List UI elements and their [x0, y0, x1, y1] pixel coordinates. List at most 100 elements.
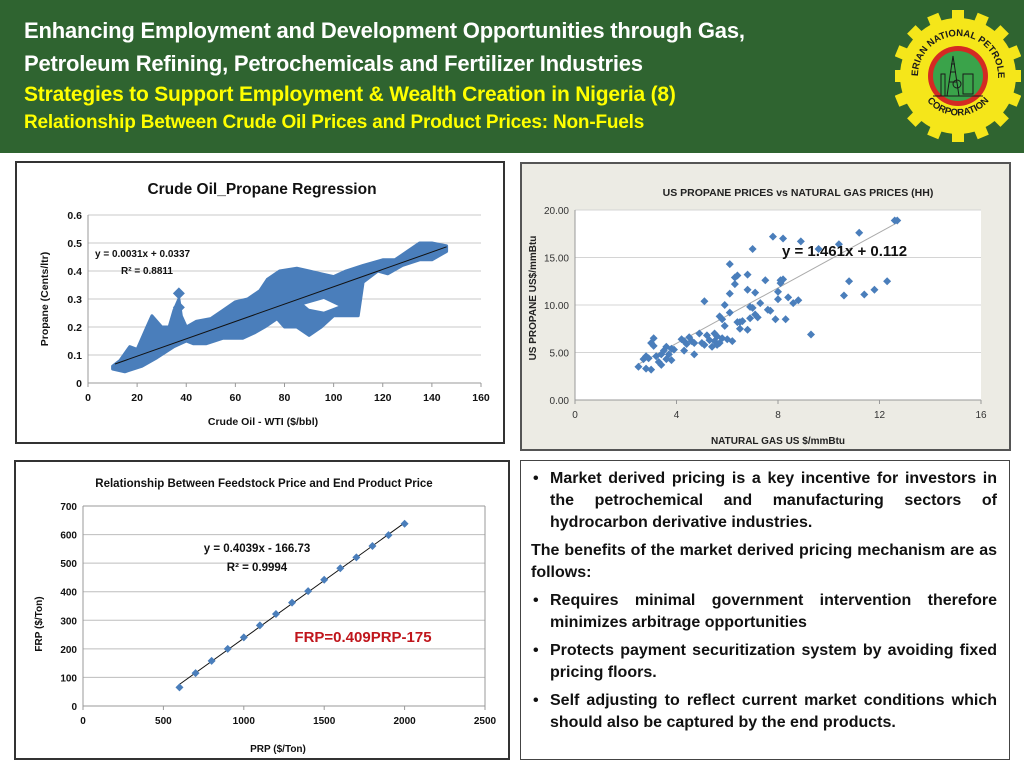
gear-tooth [990, 25, 1009, 44]
gear-tooth [952, 10, 964, 24]
data-point [814, 244, 823, 253]
x-tick-label: 16 [975, 410, 987, 421]
scatter-cloud [111, 241, 449, 374]
data-point [239, 633, 248, 642]
data-point [774, 287, 782, 296]
data-point [768, 232, 777, 241]
data-point [751, 288, 760, 297]
bullet-glyph: • [533, 642, 539, 659]
gear-tooth [1003, 90, 1021, 107]
gear-tooth [907, 25, 926, 44]
bullet-item: • Requires minimal government interventi… [531, 590, 997, 634]
y-tick-label: 0 [76, 378, 82, 390]
bullet-item: • Market derived pricing is a key incent… [531, 468, 997, 534]
pricing-benefits-textbox: • Market derived pricing is a key incent… [520, 460, 1010, 760]
data-point [806, 330, 815, 339]
data-point [644, 354, 653, 363]
data-point [657, 360, 666, 369]
data-point [695, 329, 704, 338]
data-point [728, 337, 737, 346]
x-tick-label: 2500 [474, 716, 497, 727]
data-point [794, 296, 803, 305]
crude-oil-propane-chart: Crude Oil_Propane Regression Crude Oil -… [39, 181, 490, 428]
chart3-annotation: FRP=0.409PRP-175 [294, 629, 431, 646]
data-point [288, 598, 297, 607]
gear-tooth [907, 108, 926, 127]
data-point [743, 270, 752, 279]
data-point [725, 260, 734, 269]
data-point [669, 345, 678, 354]
data-point [677, 335, 686, 344]
chart1-ylabel: Propane (Cents/ltr) [39, 252, 51, 347]
x-tick-label: 1000 [233, 716, 256, 727]
oil-derrick-icon [933, 55, 983, 97]
data-point [748, 303, 757, 312]
y-tick-label: 0.4 [67, 266, 82, 278]
data-point [855, 228, 864, 237]
feedstock-product-chart: Relationship Between Feedstock Price and… [34, 478, 497, 755]
x-tick-label: 0 [85, 392, 91, 404]
y-tick-label: 0.2 [67, 322, 82, 334]
data-point [700, 297, 709, 306]
data-point [725, 289, 734, 298]
data-point [761, 276, 770, 285]
data-point [883, 277, 892, 286]
data-point [718, 334, 727, 343]
data-point [172, 287, 185, 300]
x-tick-label: 1500 [313, 716, 336, 727]
data-point [368, 542, 377, 550]
data-point [705, 336, 714, 345]
y-tick-label: 0.1 [67, 350, 82, 362]
data-point [748, 244, 757, 253]
y-tick-label: 700 [60, 502, 77, 513]
y-tick-label: 5.00 [550, 349, 570, 360]
x-tick-label: 8 [775, 410, 781, 421]
y-tick-label: 600 [60, 531, 77, 542]
data-point [191, 669, 200, 678]
chart3-equation: y = 0.4039x - 166.73 [204, 543, 310, 555]
data-point [304, 587, 313, 596]
x-tick-label: 4 [674, 410, 680, 421]
data-point [255, 621, 264, 630]
slide-subtitle: Strategies to Support Employment & Wealt… [24, 83, 676, 106]
bullet-text-self-adjusting: Self adjusting to reflect current market… [550, 692, 997, 731]
data-point [700, 340, 709, 349]
gear-tooth [895, 45, 913, 62]
nnpc-logo-icon: NIGERIAN NATIONAL PETROLEUM CORPORATION [895, 4, 1021, 142]
data-point [702, 331, 711, 340]
y-tick-label: 200 [60, 645, 77, 656]
data-point [639, 355, 648, 364]
data-point [718, 315, 727, 324]
data-point [733, 271, 742, 280]
data-point [766, 306, 775, 315]
data-point [730, 280, 739, 289]
y-tick-label: 10.00 [544, 301, 569, 312]
data-point [320, 575, 329, 584]
chart3-xlabel: PRP ($/Ton) [250, 744, 306, 755]
chart1-title: Crude Oil_Propane Regression [147, 181, 376, 198]
y-tick-label: 100 [60, 673, 77, 684]
data-point [845, 277, 854, 286]
data-point [743, 285, 752, 294]
chart2-ylabel: US PROPANE US$/mmBtu [528, 236, 539, 361]
bullet-glyph: • [533, 692, 539, 709]
y-tick-label: 0.5 [67, 238, 82, 250]
trendline [114, 246, 447, 365]
y-tick-label: 15.00 [544, 254, 569, 265]
gear-tooth [1003, 45, 1021, 62]
chart1-r-squared: R² = 0.8811 [121, 266, 173, 277]
bullet-text-market-pricing: Market derived pricing is a key incentiv… [550, 470, 997, 531]
gear-tooth [927, 121, 944, 140]
x-tick-label: 100 [325, 392, 343, 404]
x-tick-label: 160 [472, 392, 490, 404]
gear-tooth [990, 108, 1009, 127]
chart1-equation: y = 0.0031x + 0.0337 [95, 249, 191, 260]
scatter-gap [304, 299, 339, 312]
data-point [779, 275, 788, 284]
data-point [756, 299, 765, 308]
x-tick-label: 60 [230, 392, 242, 404]
y-tick-label: 20.00 [544, 206, 569, 217]
bullet-text-minimal-intervention: Requires minimal government intervention… [550, 592, 997, 631]
data-point [781, 315, 790, 324]
data-point [652, 352, 661, 361]
